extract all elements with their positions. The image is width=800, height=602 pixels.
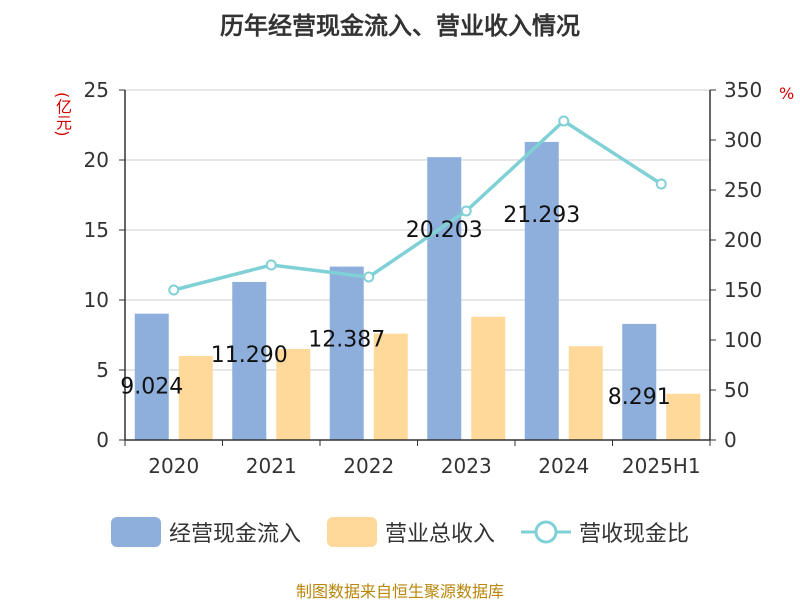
ratio-point	[363, 271, 375, 283]
cash-value-label: 21.293	[503, 203, 580, 228]
revenue-bar	[178, 356, 213, 440]
ratio-point	[460, 205, 472, 217]
x-tick-label: 2022	[343, 454, 394, 478]
ratio-point	[265, 259, 277, 271]
legend-label-ratio: 营收现金比	[579, 522, 690, 547]
data-source-note: 制图数据来自恒生聚源数据库	[295, 582, 504, 601]
legend-swatch-revenue	[326, 517, 377, 547]
ratio-point	[168, 284, 180, 296]
left-tick-label: 25	[84, 78, 109, 102]
ratio-line	[173, 118, 663, 292]
right-axis-unit: %	[779, 84, 795, 103]
right-tick-label: 100	[724, 328, 762, 352]
right-tick-label: 250	[724, 178, 762, 202]
cash-value-label: 12.387	[308, 328, 385, 353]
cash-inflow-bar	[427, 157, 462, 440]
legend-swatch-cash	[110, 517, 161, 547]
cash-inflow-bar	[134, 313, 169, 440]
x-tick-label: 2025H1	[622, 454, 701, 478]
legend-item-cash[interactable]: 经营现金流入	[110, 516, 301, 548]
revenue-bar	[373, 333, 408, 440]
x-tick-label: 2020	[148, 454, 199, 478]
left-tick-label: 0	[96, 428, 109, 452]
cash-inflow-bar	[329, 266, 364, 440]
right-tick-label: 0	[724, 428, 737, 452]
legend-item-revenue[interactable]: 营业总收入	[326, 516, 495, 548]
right-tick-label: 350	[724, 78, 762, 102]
left-tick-label: 20	[84, 148, 109, 172]
cash-inflow-bar	[622, 323, 657, 440]
cash-value-label: 20.203	[406, 218, 483, 243]
revenue-bar	[471, 316, 506, 440]
legend-swatch-ratio	[521, 520, 571, 544]
cash-inflow-bar	[524, 141, 559, 440]
x-tick-label: 2023	[441, 454, 492, 478]
right-tick-label: 150	[724, 278, 762, 302]
right-tick-label: 200	[724, 228, 762, 252]
left-tick-label: 15	[84, 218, 109, 242]
revenue-bar	[276, 349, 311, 440]
x-tick-label: 2024	[538, 454, 589, 478]
right-tick-label: 50	[724, 378, 749, 402]
x-tick-label: 2021	[246, 454, 297, 478]
legend-label-revenue: 营业总收入	[384, 522, 495, 547]
ratio-point	[655, 178, 667, 190]
cash-value-label: 11.290	[211, 343, 288, 368]
cash-value-label: 9.024	[120, 375, 183, 400]
legend-label-cash: 经营现金流入	[168, 522, 301, 547]
right-tick-label: 300	[724, 128, 762, 152]
ratio-point	[558, 115, 570, 127]
left-axis-unit: (亿元)	[53, 92, 72, 137]
cash-inflow-bar	[232, 281, 267, 440]
cash-value-label: 8.291	[608, 385, 671, 410]
legend-item-ratio[interactable]: 营收现金比	[521, 516, 689, 548]
chart-title: 历年经营现金流入、营业收入情况	[220, 12, 580, 40]
legend: 经营现金流入 营业总收入 营收现金比	[0, 512, 800, 552]
revenue-bar	[568, 346, 603, 440]
left-tick-label: 10	[84, 288, 109, 312]
left-tick-label: 5	[96, 358, 109, 382]
revenue-bar	[666, 393, 701, 440]
